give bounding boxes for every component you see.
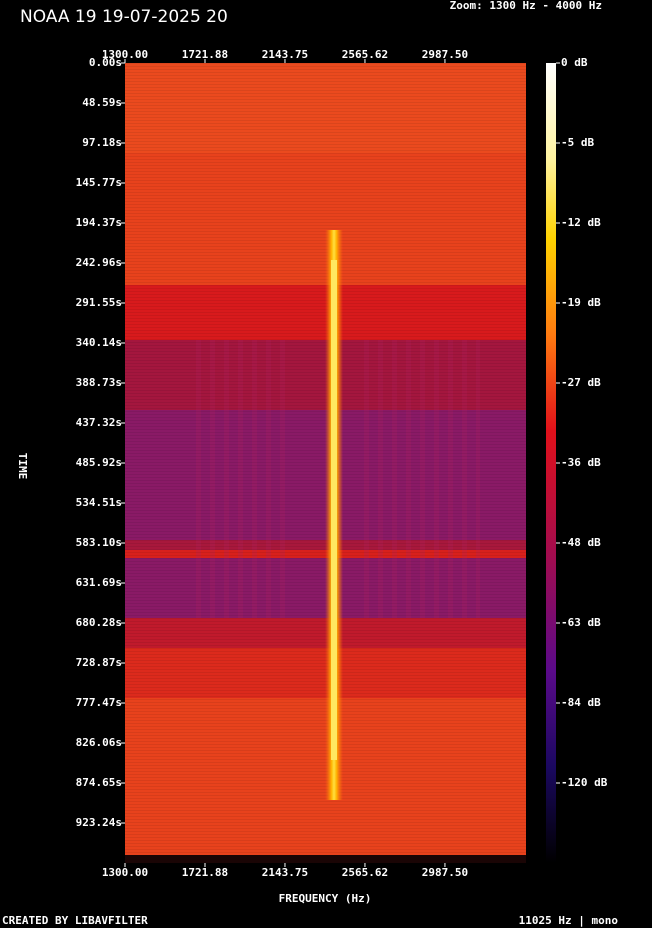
colorbar-tick-label: -63 dB (561, 616, 601, 629)
x-tick-label: 1721.88 (182, 866, 228, 879)
colorbar-tick-label: -5 dB (561, 136, 594, 149)
footer-left: CREATED BY LIBAVFILTER (2, 914, 148, 927)
y-tick-label: 874.65s (76, 776, 122, 789)
x-axis-label: FREQUENCY (Hz) (279, 892, 372, 905)
x-tick-label: 2565.62 (342, 866, 388, 879)
x-tick-label: 2987.50 (422, 866, 468, 879)
chart-title: NOAA 19 19-07-2025 20 (20, 7, 228, 27)
footer-right: 11025 Hz | mono (519, 914, 619, 927)
colorbar-tick-label: -12 dB (561, 216, 601, 229)
y-tick-label: 0.00s (89, 56, 122, 69)
y-tick-label: 242.96s (76, 256, 122, 269)
x-tick-label: 2565.62 (342, 48, 388, 61)
spectrogram (125, 63, 526, 863)
colorbar-tick-label: 0 dB (561, 56, 588, 69)
colorbar-tick-label: -84 dB (561, 696, 601, 709)
y-tick-label: 340.14s (76, 336, 122, 349)
y-tick-label: 97.18s (82, 136, 122, 149)
y-tick-label: 485.92s (76, 456, 122, 469)
y-tick-label: 583.10s (76, 536, 122, 549)
y-tick-label: 437.32s (76, 416, 122, 429)
y-tick-label: 534.51s (76, 496, 122, 509)
colorbar-tick-label: -48 dB (561, 536, 601, 549)
x-tick-label: 2987.50 (422, 48, 468, 61)
y-tick-label: 680.28s (76, 616, 122, 629)
y-tick-label: 777.47s (76, 696, 122, 709)
x-tick-label: 1300.00 (102, 866, 148, 879)
y-tick-label: 923.24s (76, 816, 122, 829)
colorbar-tick-label: -19 dB (561, 296, 601, 309)
colorbar-tick-label: -120 dB (561, 776, 608, 789)
y-tick-label: 388.73s (76, 376, 122, 389)
zoom-label: Zoom: 1300 Hz - 4000 Hz (450, 0, 602, 12)
x-tick-label: 1721.88 (182, 48, 228, 61)
x-tick-label: 2143.75 (262, 866, 308, 879)
colorbar-tick-label: -36 dB (561, 456, 601, 469)
y-tick-label: 291.55s (76, 296, 122, 309)
x-tick-label: 2143.75 (262, 48, 308, 61)
y-tick-label: 194.37s (76, 216, 122, 229)
y-tick-label: 631.69s (76, 576, 122, 589)
y-tick-label: 48.59s (82, 96, 122, 109)
y-tick-label: 145.77s (76, 176, 122, 189)
colorbar (546, 63, 556, 863)
x-tick-label: 1300.00 (102, 48, 148, 61)
y-axis-label: TIME (16, 453, 29, 480)
y-tick-label: 728.87s (76, 656, 122, 669)
y-tick-label: 826.06s (76, 736, 122, 749)
colorbar-tick-label: -27 dB (561, 376, 601, 389)
